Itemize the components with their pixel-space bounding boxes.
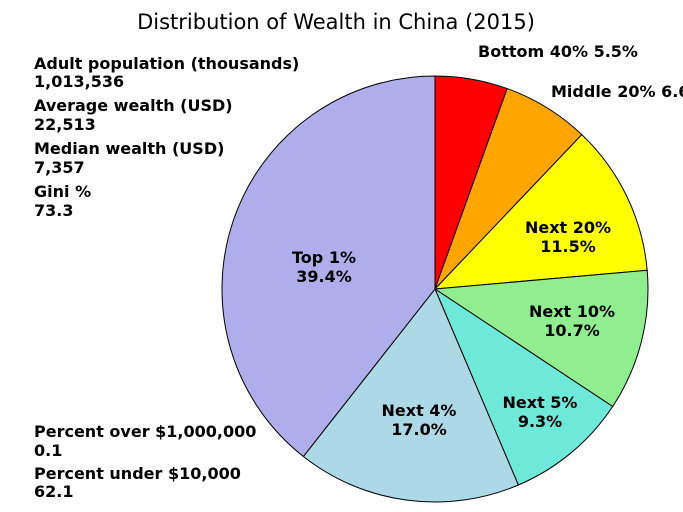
slice-label-middle-20: Middle 20% 6.6 (551, 82, 683, 101)
slice-label-next-10: Next 10% 10.7% (529, 302, 615, 340)
stat-label-median-wealth: Median wealth (USD) (34, 139, 224, 158)
stat-value-adult-population: 1,013,536 (34, 72, 124, 91)
stat-label-average-wealth: Average wealth (USD) (34, 96, 233, 115)
slice-label-value: 39.4% (296, 267, 352, 286)
pie-slice-top-1 (221, 75, 436, 458)
stats-block: Adult population (thousands) 1,013,536 A… (34, 54, 299, 501)
slice-label-value: 10.7% (544, 321, 600, 340)
pie-slice-next-4 (302, 288, 520, 503)
pie-slice-next-10 (433, 269, 649, 408)
slice-label-name: Top 1% (292, 248, 356, 267)
pie-slice-labels: Bottom 40% 5.5% Middle 20% 6.6 Next 20% 11.… (292, 42, 683, 439)
pie-slice-next-20 (433, 133, 648, 290)
slice-label-next-5: Next 5% 9.3% (503, 393, 578, 431)
chart-title: Distribution of Wealth in China (2015) (137, 10, 535, 34)
stat-value-gini: 73.3 (34, 201, 73, 220)
stat-value-median-wealth: 7,357 (34, 158, 85, 177)
slice-label-next-4: Next 4% 17.0% (382, 401, 457, 439)
slice-label-name: Next 4% (382, 401, 457, 420)
stat-label-percent-under-10000: Percent under $10,000 (34, 464, 241, 483)
slice-label-value: 17.0% (391, 420, 447, 439)
stat-value-percent-under-10000: 62.1 (34, 482, 73, 501)
pie-slices (221, 75, 649, 503)
slice-label-value: 9.3% (518, 412, 562, 431)
slice-label-name: Next 5% (503, 393, 578, 412)
slice-label-bottom-40: Bottom 40% 5.5% (478, 42, 638, 61)
pie-slice-next-5 (433, 287, 614, 486)
slice-label-top-1: Top 1% 39.4% (292, 248, 356, 286)
slice-label-next-20: Next 20% 11.5% (525, 218, 611, 256)
slice-label-name: Next 20% (525, 218, 611, 237)
stat-label-percent-over-million: Percent over $1,000,000 (34, 422, 256, 441)
stat-label-gini: Gini % (34, 182, 91, 201)
stat-value-average-wealth: 22,513 (34, 115, 96, 134)
slice-label-value: 11.5% (540, 237, 596, 256)
slice-label-name: Next 10% (529, 302, 615, 321)
stat-value-percent-over-million: 0.1 (34, 441, 62, 460)
stat-label-adult-population: Adult population (thousands) (34, 54, 299, 73)
